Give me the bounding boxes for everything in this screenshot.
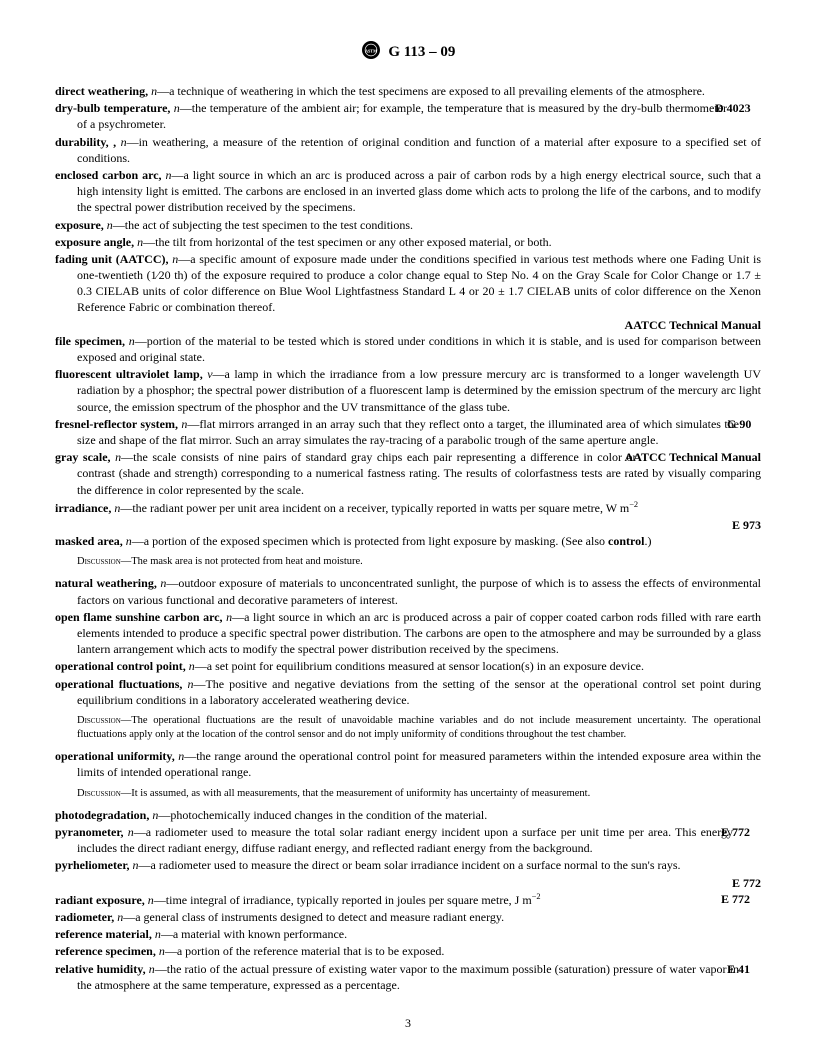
- definition-entry: pyrheliometer, n—a radiometer used to me…: [55, 857, 761, 873]
- definition-entry: AATCC Technical Manualgray scale, n—the …: [55, 449, 761, 498]
- term: durability, ,: [55, 135, 116, 149]
- term: operational fluctuations,: [55, 677, 182, 691]
- document-number: G 113 – 09: [388, 44, 455, 60]
- definition-text: —a radiometer used to measure the total …: [77, 825, 733, 855]
- term: open flame sunshine carbon arc,: [55, 610, 223, 624]
- reference-code: AATCC Technical Manual: [647, 449, 761, 465]
- definition-entry: fading unit (AATCC), n—a specific amount…: [55, 251, 761, 316]
- definition-entry: E 772pyranometer, n—a radiometer used to…: [55, 824, 761, 856]
- svg-text:ASTM: ASTM: [365, 48, 377, 53]
- definition-entry: direct weathering, n—a technique of weat…: [55, 83, 761, 99]
- definition-text: —outdoor exposure of materials to unconc…: [77, 576, 761, 606]
- definition-entry: operational fluctuations, n—The positive…: [55, 676, 761, 708]
- definitions-list: direct weathering, n —a technique of weat…: [55, 83, 761, 993]
- definition-entry: radiometer, n—a general class of instrum…: [55, 909, 761, 925]
- reference-line: E 973: [55, 517, 761, 533]
- definition-entry: D 4023dry-bulb temperature, n—the temper…: [55, 100, 761, 132]
- reference-line: E 772: [55, 875, 761, 891]
- definition-text: —a general class of instruments designed…: [123, 910, 504, 924]
- reference-code: D 4023: [737, 100, 761, 116]
- definition-text: —the tilt from horizontal of the test sp…: [143, 235, 552, 249]
- definition-entry: masked area, n—a portion of the exposed …: [55, 533, 761, 549]
- definition-entry: natural weathering, n—outdoor exposure o…: [55, 575, 761, 607]
- term: photodegradation,: [55, 808, 149, 822]
- term: masked area,: [55, 534, 123, 548]
- term: gray scale,: [55, 450, 111, 464]
- definition-entry: fluorescent ultraviolet lamp, v—a lamp i…: [55, 366, 761, 415]
- definition-entry: reference material, n—a material with kn…: [55, 926, 761, 942]
- term: direct weathering,: [55, 84, 148, 98]
- definition-entry: E 772 radiant exposure, n—time integral o…: [55, 891, 761, 908]
- definition-entry: exposure angle, n—the tilt from horizont…: [55, 234, 761, 250]
- definition-text: —a technique of weathering in which the …: [157, 84, 705, 98]
- term: irradiance,: [55, 501, 111, 515]
- term: file specimen,: [55, 334, 125, 348]
- definition-entry: operational uniformity, n—the range arou…: [55, 748, 761, 780]
- definition-entry: E 41relative humidity, n—the ratio of th…: [55, 961, 761, 993]
- definition-text: —in weathering, a measure of the retenti…: [77, 135, 761, 165]
- term: reference specimen,: [55, 944, 156, 958]
- term: enclosed carbon arc,: [55, 168, 162, 182]
- discussion-note: Discussion—The operational fluctuations …: [77, 714, 761, 742]
- definition-text: —a portion of the exposed specimen which…: [132, 534, 652, 548]
- definition-entry: operational control point, n—a set point…: [55, 658, 761, 674]
- term: radiant exposure,: [55, 893, 145, 907]
- definition-text: —the radiant power per unit area inciden…: [120, 501, 638, 515]
- definition-entry: open flame sunshine carbon arc, n—a ligh…: [55, 609, 761, 658]
- term: exposure,: [55, 218, 104, 232]
- term: reference material,: [55, 927, 152, 941]
- reference-line: AATCC Technical Manual: [55, 317, 761, 333]
- definition-text: —a light source in which an arc is produ…: [77, 168, 761, 214]
- page-header: ASTM G 113 – 09: [55, 40, 761, 65]
- reference-code: E 41: [749, 961, 761, 977]
- astm-logo: ASTM: [361, 40, 381, 65]
- page: ASTM G 113 – 09 direct weathering, n —a t…: [0, 0, 816, 1056]
- term: operational control point,: [55, 659, 186, 673]
- term: fading unit (AATCC),: [55, 252, 169, 266]
- term: pyranometer,: [55, 825, 124, 839]
- term: pyrheliometer,: [55, 858, 130, 872]
- discussion-note: Discussion—It is assumed, as with all me…: [77, 787, 761, 801]
- term: exposure angle,: [55, 235, 134, 249]
- definition-text: —time integral of irradiance, typically …: [154, 893, 541, 907]
- definition-text: —photochemically induced changes in the …: [158, 808, 487, 822]
- term: fresnel-reflector system,: [55, 417, 178, 431]
- definition-text: —a set point for equilibrium conditions …: [195, 659, 644, 673]
- term: radiometer,: [55, 910, 114, 924]
- reference-code: E 772: [743, 824, 761, 840]
- definition-text: —the act of subjecting the test specimen…: [113, 218, 413, 232]
- definition-text: —a material with known performance.: [161, 927, 347, 941]
- reference-code: E 772: [743, 891, 761, 907]
- definition-text: —the ratio of the actual pressure of exi…: [77, 962, 739, 992]
- definition-text: —portion of the material to be tested wh…: [77, 334, 761, 364]
- definition-entry: irradiance, n—the radiant power per unit…: [55, 499, 761, 516]
- part-of-speech: n: [148, 893, 154, 907]
- definition-text: —a radiometer used to measure the direct…: [139, 858, 681, 872]
- definition-entry: G 90fresnel-reflector system, n—flat mir…: [55, 416, 761, 448]
- definition-text: —a portion of the reference material tha…: [165, 944, 445, 958]
- definition-entry: enclosed carbon arc, n—a light source in…: [55, 167, 761, 216]
- definition-entry: file specimen, n—portion of the material…: [55, 333, 761, 365]
- definition-entry: durability, , n—in weathering, a measure…: [55, 134, 761, 166]
- definition-entry: photodegradation, n—photochemically indu…: [55, 807, 761, 823]
- term: fluorescent ultraviolet lamp,: [55, 367, 203, 381]
- term: relative humidity,: [55, 962, 146, 976]
- page-number: 3: [0, 1016, 816, 1031]
- definition-text: —a specific amount of exposure made unde…: [77, 252, 761, 315]
- term: operational uniformity,: [55, 749, 175, 763]
- term: natural weathering,: [55, 576, 157, 590]
- definition-entry: exposure, n—the act of subjecting the te…: [55, 217, 761, 233]
- definition-entry: reference specimen, n—a portion of the r…: [55, 943, 761, 959]
- reference-code: G 90: [749, 416, 761, 432]
- term: dry-bulb temperature,: [55, 101, 170, 115]
- discussion-note: Discussion—The mask area is not protecte…: [77, 555, 761, 569]
